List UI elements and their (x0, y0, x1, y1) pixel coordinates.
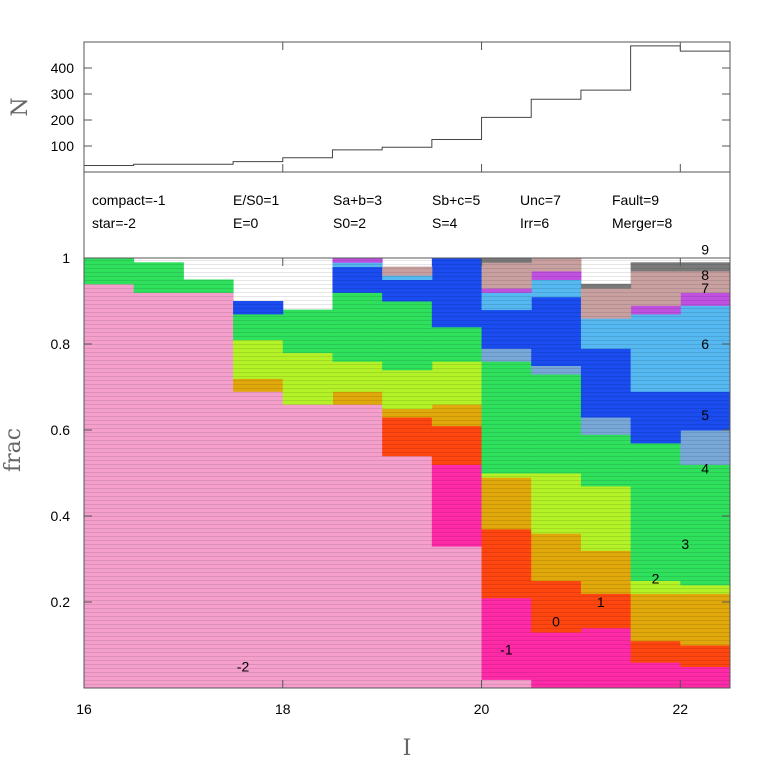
band-label: 2 (652, 570, 660, 586)
legend-unc: Unc=7 (520, 192, 561, 208)
legend-e: E=0 (233, 215, 259, 231)
histogram-panel: 100 200 300 400 N (8, 41, 731, 173)
fraction-y-tick-label: 1 (62, 250, 70, 266)
fraction-y-axis-title: frac (1, 428, 26, 472)
histogram-y-ticks: 100 200 300 400 (51, 60, 730, 154)
histogram-y-tick-label: 400 (51, 60, 75, 76)
fraction-x-tick-label: 18 (275, 701, 291, 717)
fraction-x-tick-label: 20 (474, 701, 490, 717)
histogram-y-tick-label: 100 (51, 138, 75, 154)
fraction-x-tick-label: 22 (673, 701, 689, 717)
legend-star: star=-2 (92, 215, 136, 231)
fraction-y-tick-label: 0.2 (51, 594, 71, 610)
histogram-y-tick-label: 200 (51, 112, 75, 128)
fraction-panel: -2 -1 0 1 2 3 4 5 6 78 9 0.2 0.4 0.6 0.8 1 16 18 20 22 fr… (1, 42, 731, 761)
fraction-stripe-overlay (84, 258, 730, 688)
histogram-y-tick-label: 300 (51, 86, 75, 102)
band-label: 0 (552, 613, 560, 629)
legend-es0: E/S0=1 (233, 192, 280, 208)
band-label: 1 (597, 594, 605, 610)
legend-s: S=4 (432, 215, 458, 231)
fraction-x-tick-label: 16 (76, 701, 92, 717)
legend-fault: Fault=9 (612, 192, 659, 208)
fraction-x-ticks: 16 18 20 22 (76, 42, 688, 717)
fraction-y-tick-label: 0.6 (51, 422, 71, 438)
band-label: 3 (681, 536, 689, 552)
fraction-x-axis-title: I (403, 736, 412, 761)
fraction-frame (83, 257, 731, 689)
fraction-y-ticks: 0.2 0.4 0.6 0.8 1 (51, 250, 730, 610)
band-label: 5 (701, 407, 709, 423)
histogram-y-axis-title: N (8, 97, 33, 116)
band-label: 9 (701, 241, 709, 257)
fraction-y-tick-label: 0.8 (51, 336, 71, 352)
legend-sab: Sa+b=3 (333, 192, 382, 208)
legend-merger: Merger=8 (612, 215, 673, 231)
band-label: 6 (701, 336, 709, 352)
fraction-y-tick-label: 0.4 (51, 508, 71, 524)
band-label: -1 (500, 641, 513, 657)
band-label: 7 (701, 280, 709, 296)
band-label: 8 (701, 267, 709, 283)
legend-sbc: Sb+c=5 (432, 192, 480, 208)
legend-compact: compact=-1 (92, 192, 166, 208)
band-label: -2 (237, 659, 250, 675)
legend-s0: S0=2 (333, 215, 366, 231)
legend-panel: compact=-1 star=-2 E/S0=1 E=0 Sa+b=3 S0=… (83, 171, 731, 259)
fraction-band-labels: -2 -1 0 1 2 3 4 5 6 78 9 (237, 241, 709, 674)
histogram-step-line (84, 45, 730, 166)
legend-irr: Irr=6 (520, 215, 549, 231)
band-label: 4 (701, 461, 709, 477)
histogram-frame (83, 41, 731, 173)
